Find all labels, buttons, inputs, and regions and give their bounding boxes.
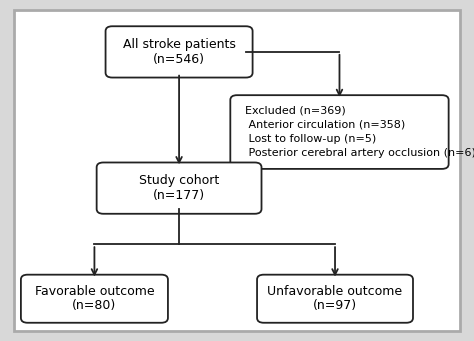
FancyBboxPatch shape (230, 95, 448, 169)
Text: (n=97): (n=97) (313, 299, 357, 312)
Text: Posterior cerebral artery occlusion (n=6): Posterior cerebral artery occlusion (n=6… (245, 148, 474, 159)
FancyBboxPatch shape (97, 163, 262, 214)
FancyBboxPatch shape (21, 275, 168, 323)
Text: Favorable outcome: Favorable outcome (35, 285, 154, 298)
Text: Excluded (n=369): Excluded (n=369) (245, 106, 346, 116)
Text: (n=546): (n=546) (153, 53, 205, 65)
Text: Lost to follow-up (n=5): Lost to follow-up (n=5) (245, 134, 376, 144)
Text: Unfavorable outcome: Unfavorable outcome (267, 285, 402, 298)
FancyBboxPatch shape (257, 275, 413, 323)
Text: (n=80): (n=80) (73, 299, 117, 312)
FancyBboxPatch shape (106, 26, 253, 77)
Text: All stroke patients: All stroke patients (123, 38, 236, 51)
Text: Study cohort: Study cohort (139, 174, 219, 188)
Text: (n=177): (n=177) (153, 189, 205, 202)
Text: Anterior circulation (n=358): Anterior circulation (n=358) (245, 120, 405, 130)
FancyBboxPatch shape (14, 10, 460, 331)
